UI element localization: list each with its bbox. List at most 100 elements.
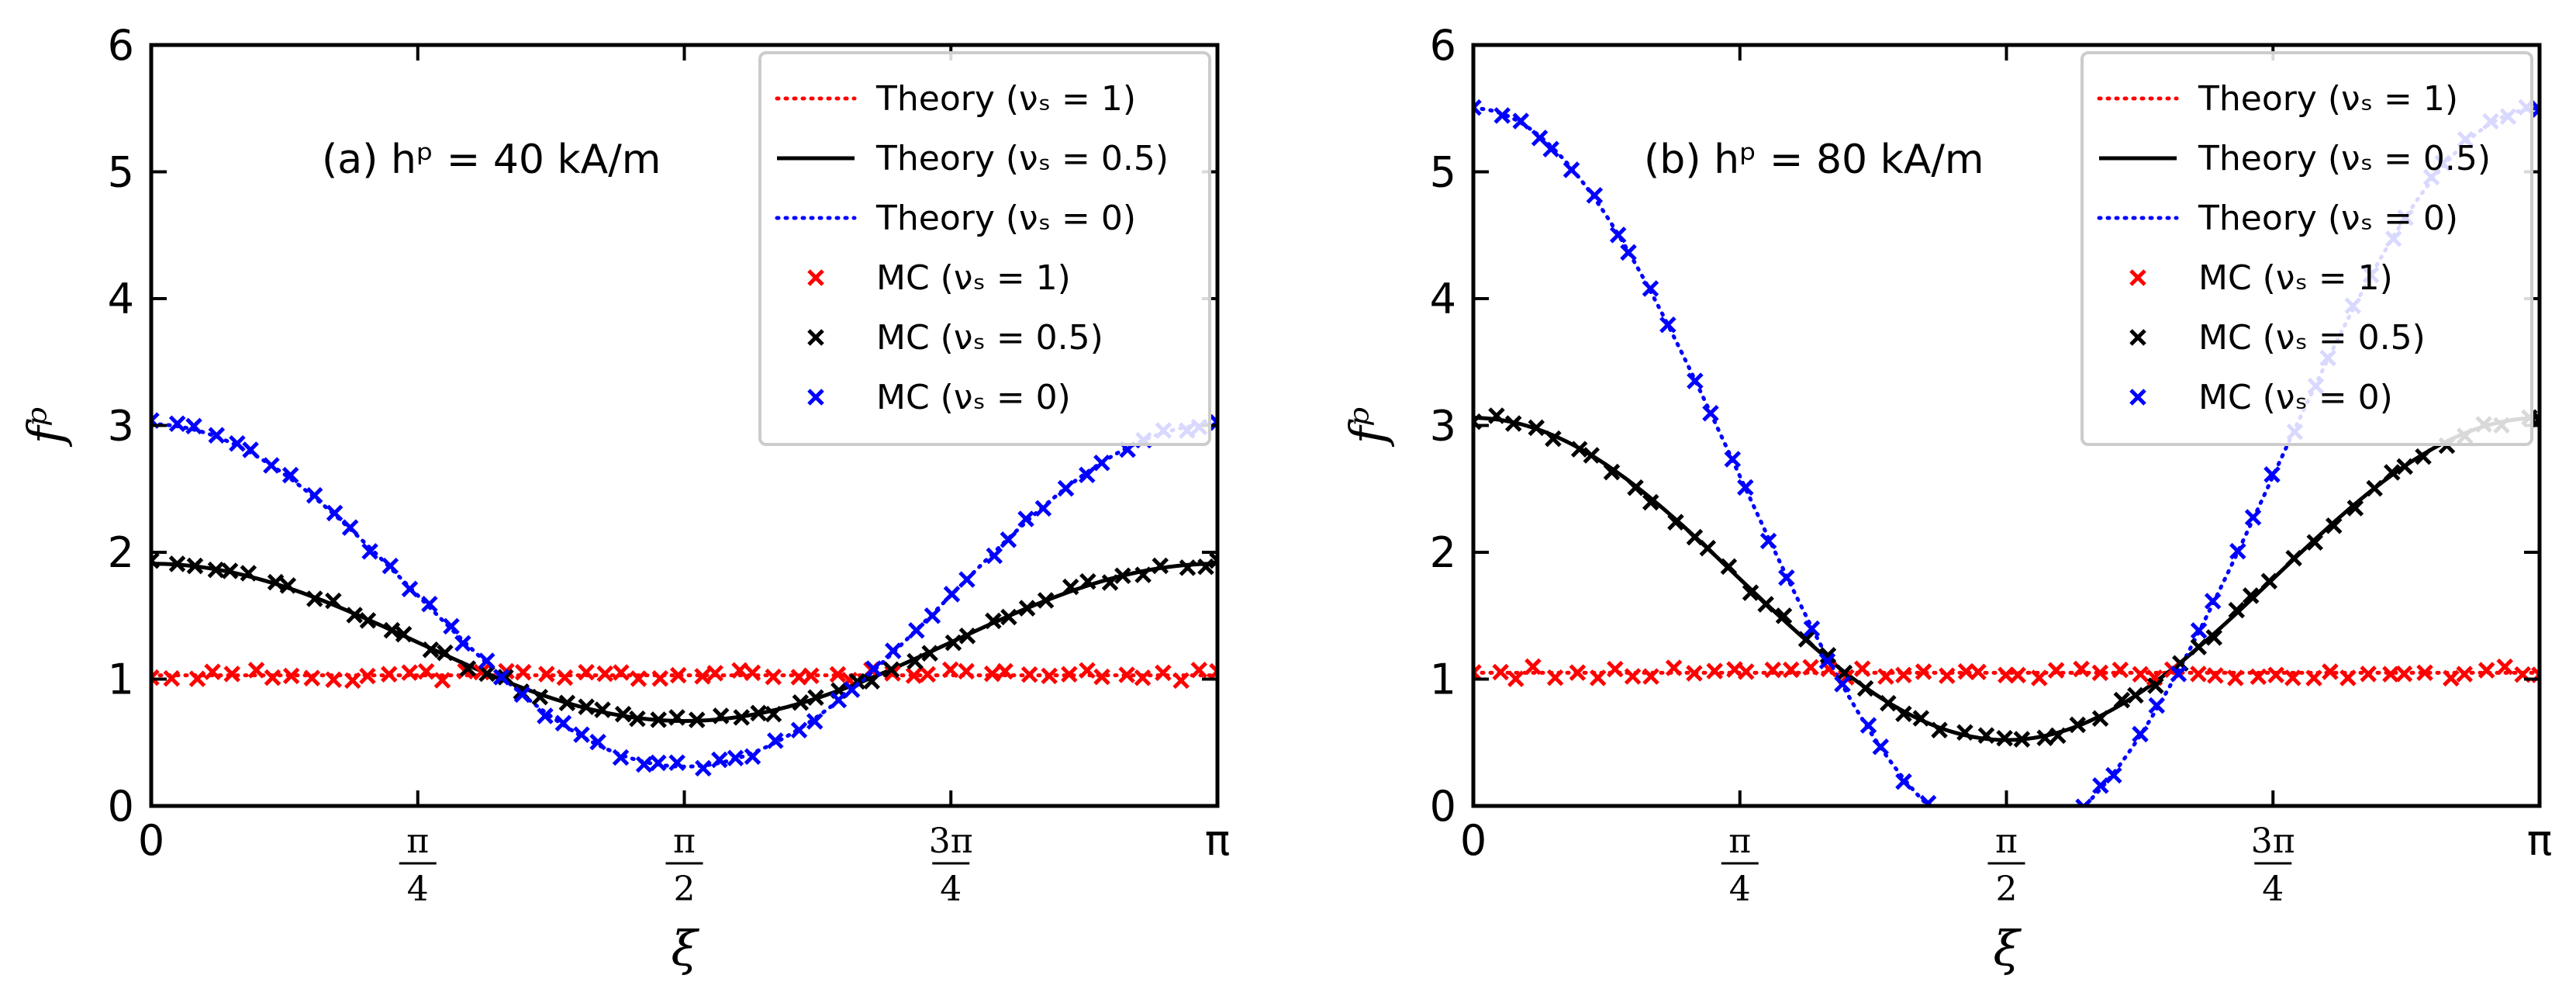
mc-point-4 <box>2036 729 2053 747</box>
mc-point-5 <box>1702 404 1719 422</box>
mc-point-5 <box>168 415 186 432</box>
mc-point-3 <box>1155 664 1172 682</box>
series-line-1 <box>1473 416 2540 742</box>
mc-point-3 <box>1686 665 1703 682</box>
mc-point-5 <box>924 607 941 624</box>
mc-point-5 <box>229 434 246 452</box>
x-tick-label-denominator: 4 <box>2262 870 2284 909</box>
mc-point-4 <box>2205 629 2223 646</box>
mc-point-3 <box>151 669 160 686</box>
legend-entry: Theory (νₛ = 1) <box>875 79 1136 119</box>
y-tick-label: 1 <box>108 655 134 704</box>
mc-point-3 <box>2496 658 2514 676</box>
mc-point-4 <box>2325 517 2343 534</box>
mc-point-5 <box>711 751 728 769</box>
x-tick-label: π <box>1205 816 1231 865</box>
x-axis-label: ξ <box>671 920 699 977</box>
mc-point-5 <box>650 754 667 772</box>
mc-point-4 <box>1956 724 1973 742</box>
mc-point-5 <box>185 417 202 435</box>
mc-point-4 <box>240 565 257 582</box>
mc-point-5 <box>1818 652 1836 670</box>
mc-point-4 <box>733 709 750 726</box>
mc-point-5 <box>1977 836 1991 850</box>
legend-entry: Theory (νₛ = 1) <box>2198 79 2458 119</box>
mc-point-4 <box>1583 447 1601 464</box>
mc-point-4 <box>1079 572 1096 590</box>
mc-point-3 <box>433 672 451 689</box>
mc-point-4 <box>1931 721 1948 738</box>
mc-point-4 <box>531 688 549 706</box>
mc-point-5 <box>744 748 761 766</box>
mc-point-5 <box>2053 818 2067 832</box>
mc-point-5 <box>537 707 554 724</box>
legend-handle <box>807 389 824 406</box>
mc-point-4 <box>629 710 646 728</box>
mc-point-5 <box>2190 622 2208 639</box>
x-tick-label-numerator: π <box>1728 821 1751 861</box>
mc-point-4 <box>279 577 297 594</box>
mc-point-5 <box>589 733 606 751</box>
mc-point-3 <box>1706 662 1723 680</box>
y-tick-label: 1 <box>1430 655 1456 704</box>
mc-point-5 <box>1956 829 1970 843</box>
mc-point-5 <box>2244 509 2262 526</box>
mc-point-4 <box>207 561 225 579</box>
mc-point-3 <box>1939 667 1956 684</box>
mc-point-4 <box>1797 631 1815 648</box>
mc-point-4 <box>1062 578 1079 596</box>
mc-point-5 <box>986 547 1003 565</box>
mc-point-5 <box>2531 101 2540 118</box>
mc-point-3 <box>596 665 613 683</box>
x-tick-label-denominator: 4 <box>1729 870 1751 909</box>
mc-point-4 <box>168 555 186 572</box>
mc-point-3 <box>401 664 418 681</box>
mc-point-5 <box>1620 244 1637 261</box>
mc-point-3 <box>2047 662 2065 679</box>
mc-point-5 <box>2075 798 2092 806</box>
mc-point-5 <box>326 504 344 522</box>
legend-entry: MC (νₛ = 0.5) <box>2198 318 2426 358</box>
x-tick-label-numerator: 3π <box>929 821 973 861</box>
mc-point-5 <box>554 714 572 732</box>
x-tick-label: 0 <box>1460 816 1487 865</box>
y-tick-label: 3 <box>108 402 134 451</box>
mc-point-5 <box>1609 227 1627 244</box>
mc-point-4 <box>1037 592 1055 609</box>
mc-point-3 <box>1877 668 1894 685</box>
mc-point-5 <box>1079 466 1096 484</box>
mc-point-5 <box>1687 372 1704 389</box>
mc-point-4 <box>1880 694 1897 712</box>
legend: Theory (νₛ = 1) Theory (νₛ = 0.5) Theory (… <box>758 51 1211 446</box>
mc-point-3 <box>1782 661 1800 679</box>
mc-point-3 <box>204 663 221 680</box>
mc-point-3 <box>359 667 376 685</box>
mc-point-3 <box>1737 663 1755 680</box>
mc-point-4 <box>2228 601 2246 619</box>
mc-point-3 <box>188 670 206 687</box>
mc-point-4 <box>1720 558 1738 576</box>
mc-point-4 <box>848 673 866 690</box>
mc-point-4 <box>383 621 401 639</box>
mc-point-5 <box>806 713 824 730</box>
mc-point-5 <box>1209 413 1217 431</box>
mc-point-4 <box>1504 415 1522 432</box>
mc-point-4 <box>2366 479 2383 497</box>
x-tick-label-numerator: π <box>406 821 429 861</box>
y-axis-label: fᵖ <box>17 407 74 448</box>
mc-point-4 <box>1197 558 1214 576</box>
mc-point-4 <box>478 665 496 683</box>
mc-point-4 <box>1627 479 1644 496</box>
y-tick-label: 0 <box>108 782 134 831</box>
mc-point-3 <box>2305 669 2322 686</box>
mc-point-4 <box>1018 600 1036 617</box>
mc-point-4 <box>558 694 576 712</box>
mc-point-4 <box>1757 596 1774 613</box>
mc-point-5 <box>281 466 299 484</box>
mc-point-4 <box>2049 727 2067 745</box>
x-axis-label: ξ <box>1993 920 2022 977</box>
mc-point-5 <box>513 686 531 704</box>
legend-handle <box>2129 389 2146 406</box>
mc-point-3 <box>1802 659 1819 676</box>
mc-point-3 <box>983 665 1001 683</box>
